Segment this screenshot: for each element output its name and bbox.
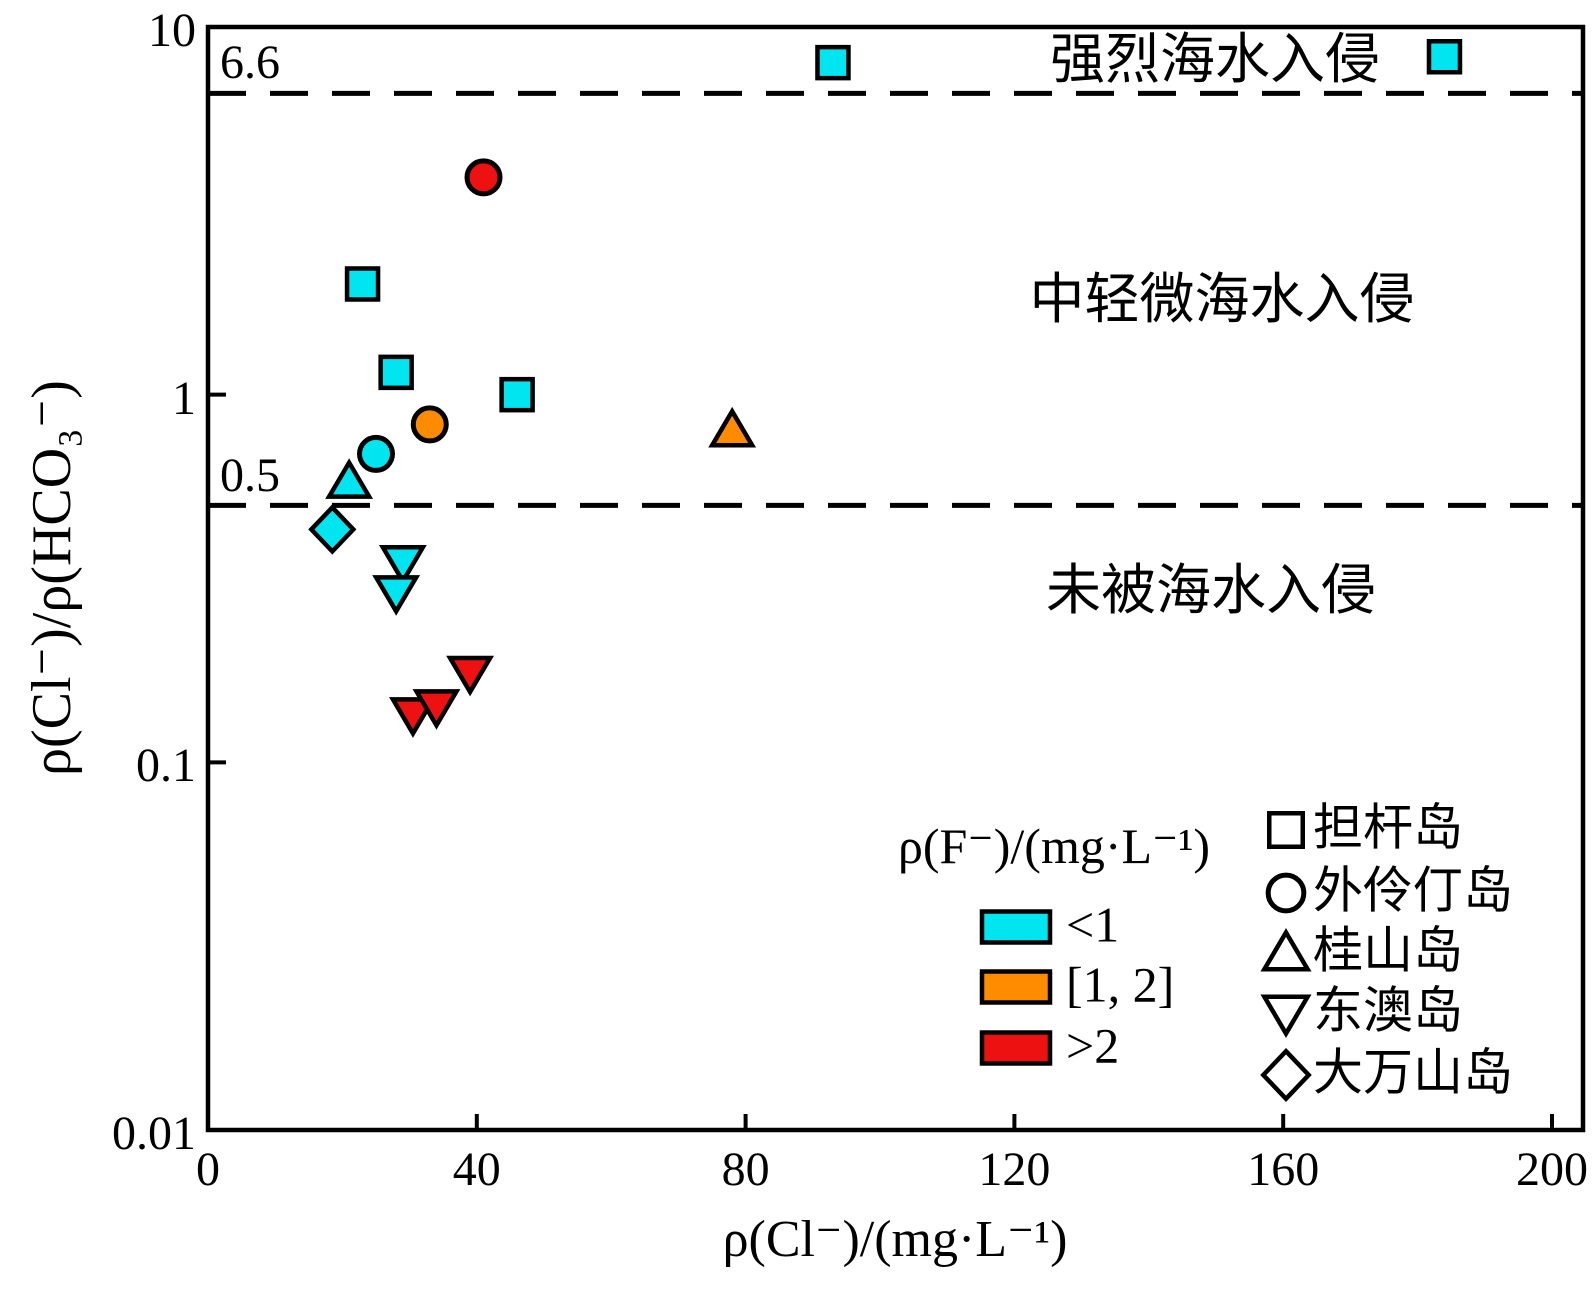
region-label-strong-intrusion: 强烈海水入侵: [1049, 29, 1381, 90]
region-label-no-intrusion: 未被海水入侵: [1045, 560, 1377, 621]
data-point-square: [1426, 39, 1463, 75]
data-point-circle: [357, 434, 395, 473]
data-point-square: [815, 44, 851, 81]
data-point-diamond: [308, 504, 357, 555]
plot-border: [205, 24, 1586, 1133]
data-point-triangle-down: [372, 575, 421, 616]
data-point-square: [344, 266, 381, 302]
data-point-square: [499, 376, 535, 413]
data-point-triangle-down: [389, 697, 437, 738]
color-legend-title: ρ(F⁻)/(mg·L⁻¹): [897, 818, 1211, 874]
data-point-triangle-up: [708, 406, 757, 448]
ref-line-label-6-6: 6.6: [220, 36, 280, 89]
data-point-square: [378, 354, 414, 391]
shape-legend-symbol-triangle-down: [1260, 994, 1312, 1038]
data-point-triangle-down: [378, 545, 427, 586]
ref-line-label-0-5: 0.5: [220, 449, 280, 502]
data-point-circle: [410, 405, 449, 444]
data-point-triangle-down: [446, 655, 495, 697]
shape-legend-symbol-square: [1267, 811, 1305, 849]
color-legend-swatch-1: [979, 909, 1053, 945]
x-axis-title: ρ(Cl⁻)/(mg·L⁻¹): [722, 1211, 1068, 1268]
y-axis-title: ρ(Cl⁻)/ρ(HCO₃⁻): [21, 380, 83, 776]
data-point-triangle-down: [412, 689, 461, 730]
color-legend-swatch-2: [979, 969, 1053, 1005]
color-legend-swatch-3: [979, 1030, 1053, 1066]
shape-legend-symbol-diamond: [1260, 1047, 1312, 1103]
shape-legend-symbol-triangle-up: [1260, 928, 1312, 972]
data-point-circle: [464, 158, 503, 197]
shape-legend-symbol-circle: [1265, 872, 1307, 914]
region-label-moderate-intrusion: 中轻微海水入侵: [1029, 269, 1415, 330]
data-point-triangle-up: [325, 458, 374, 499]
